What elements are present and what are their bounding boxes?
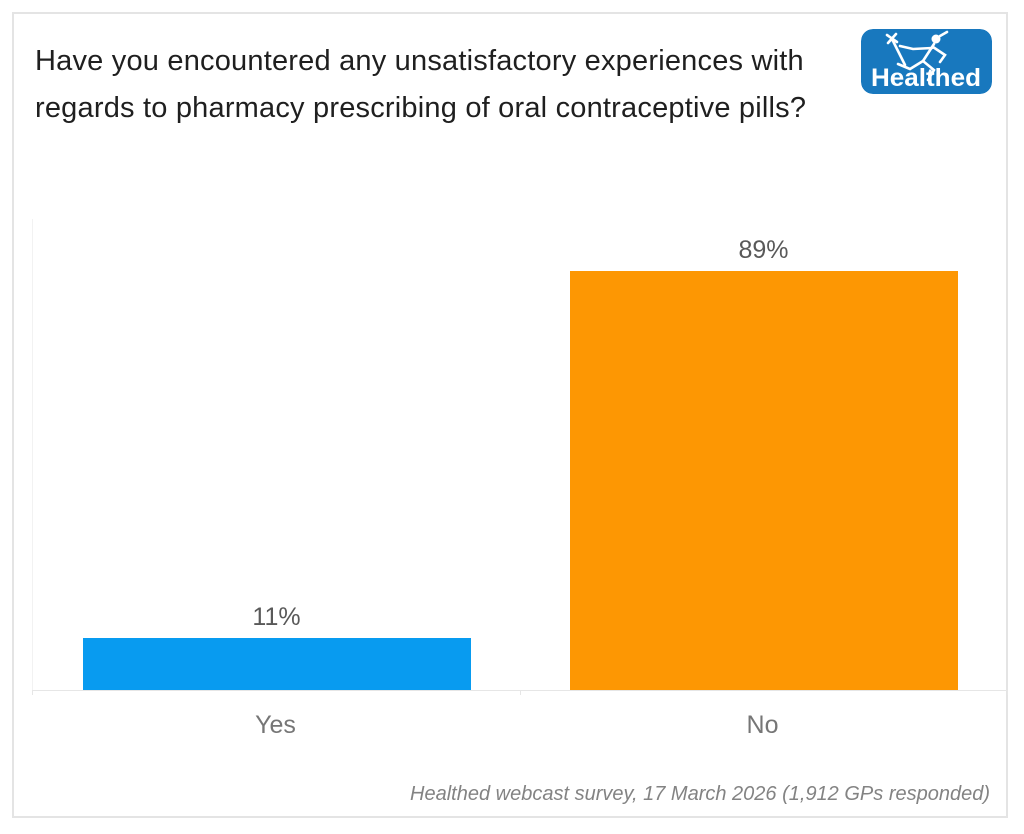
- category-label-no: No: [746, 711, 779, 739]
- axis-tick-left: [32, 690, 33, 695]
- axis-tick-right: [1007, 690, 1008, 695]
- logo-wordmark: Healthed: [871, 64, 981, 92]
- value-label-no: 89%: [738, 235, 789, 264]
- value-label-yes: 11%: [252, 603, 301, 632]
- category-label-yes: Yes: [255, 711, 296, 739]
- chart-card: Have you encountered any unsatisfactory …: [12, 12, 1008, 818]
- category-column-yes: 11%: [33, 219, 520, 690]
- source-note: Healthed webcast survey, 17 March 2026 (…: [410, 783, 990, 805]
- bar-yes[interactable]: [82, 638, 471, 690]
- hermes-caduceus-runner-icon: [885, 30, 949, 82]
- category-axis: Yes No: [32, 700, 1006, 740]
- axis-tick-middle: [520, 690, 521, 695]
- bar-no[interactable]: [569, 270, 958, 690]
- plot-area: 11% 89%: [32, 219, 1008, 695]
- chart-title: Have you encountered any unsatisfactory …: [35, 45, 807, 124]
- category-column-no: 89%: [520, 219, 1007, 690]
- healthed-logo: Healthed: [861, 29, 992, 94]
